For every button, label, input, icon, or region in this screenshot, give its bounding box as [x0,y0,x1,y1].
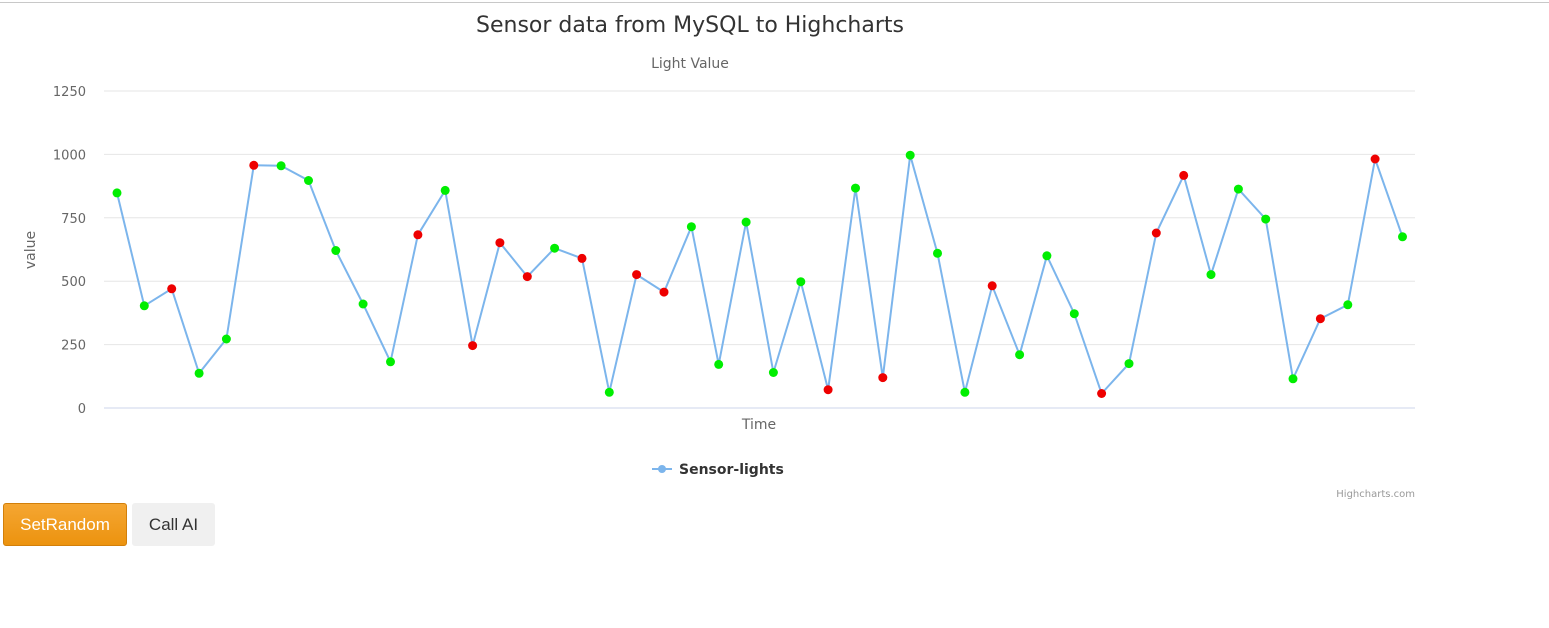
data-point[interactable] [304,176,313,185]
data-point[interactable] [1124,359,1134,369]
data-point[interactable] [1288,374,1298,384]
data-point[interactable] [1398,232,1407,242]
data-point[interactable] [413,230,423,240]
data-point[interactable] [741,217,751,227]
y-tick-label: 1000 [53,148,86,163]
data-point[interactable] [878,373,888,383]
chart-title: Sensor data from MySQL to Highcharts [476,13,904,38]
data-point[interactable] [604,387,614,397]
data-point[interactable] [1315,314,1325,324]
data-point[interactable] [358,299,368,309]
y-axis-label: value [23,231,39,269]
data-point[interactable] [1179,170,1189,180]
data-point[interactable] [1097,389,1107,398]
data-point[interactable] [331,246,341,255]
data-point[interactable] [1042,251,1052,261]
data-point[interactable] [249,160,259,170]
data-point[interactable] [1261,214,1271,224]
x-axis-label: Time [741,417,776,433]
data-point[interactable] [768,368,778,377]
data-point[interactable] [659,287,669,297]
credits-link[interactable]: Highcharts.com [1336,489,1415,500]
data-point[interactable] [468,341,478,351]
data-point[interactable] [1370,154,1380,164]
series-line [116,154,1404,396]
y-tick-label: 250 [61,339,86,354]
data-point[interactable] [550,243,560,253]
data-point[interactable] [933,248,942,258]
y-axis-ticks: 0 250 500 750 1000 1250 [53,85,86,417]
data-point[interactable] [1069,309,1079,319]
series-line-group [116,154,1404,396]
data-point[interactable] [1015,350,1025,360]
data-point[interactable] [440,185,450,195]
data-point[interactable] [714,359,724,369]
data-point[interactable] [276,161,286,171]
y-tick-label: 500 [61,275,86,290]
data-point[interactable] [823,385,833,395]
chart-subtitle: Light Value [651,56,729,72]
set-random-button[interactable]: SetRandom [3,503,127,546]
y-tick-label: 0 [78,402,86,417]
data-point[interactable] [987,281,997,291]
legend[interactable]: Sensor-lights [652,462,784,478]
grid-lines [104,90,1415,409]
data-point[interactable] [1206,270,1216,280]
data-point[interactable] [194,368,204,378]
data-point[interactable] [632,270,642,280]
y-tick-label: 750 [61,212,86,227]
data-point[interactable] [112,188,122,198]
data-point[interactable] [796,277,806,287]
legend-marker-icon [658,465,666,473]
data-point[interactable] [577,253,587,263]
data-point[interactable] [386,357,395,367]
data-point[interactable] [1343,300,1353,310]
legend-item-sensor-lights[interactable]: Sensor-lights [679,462,784,478]
data-points [112,150,1407,398]
data-point[interactable] [495,238,505,248]
data-point[interactable] [167,284,177,294]
data-point[interactable] [851,183,860,193]
sensor-line-chart: Sensor data from MySQL to Highcharts Lig… [23,13,1415,500]
call-ai-button[interactable]: Call AI [132,503,215,546]
data-point[interactable] [1233,184,1243,194]
data-point[interactable] [686,222,696,232]
data-point[interactable] [905,150,915,160]
y-tick-label: 1250 [53,85,86,100]
data-point[interactable] [221,334,231,344]
data-point[interactable] [522,272,532,282]
data-point[interactable] [139,301,149,311]
top-rule [0,2,1549,3]
data-point[interactable] [960,387,970,397]
data-point[interactable] [1151,228,1161,238]
